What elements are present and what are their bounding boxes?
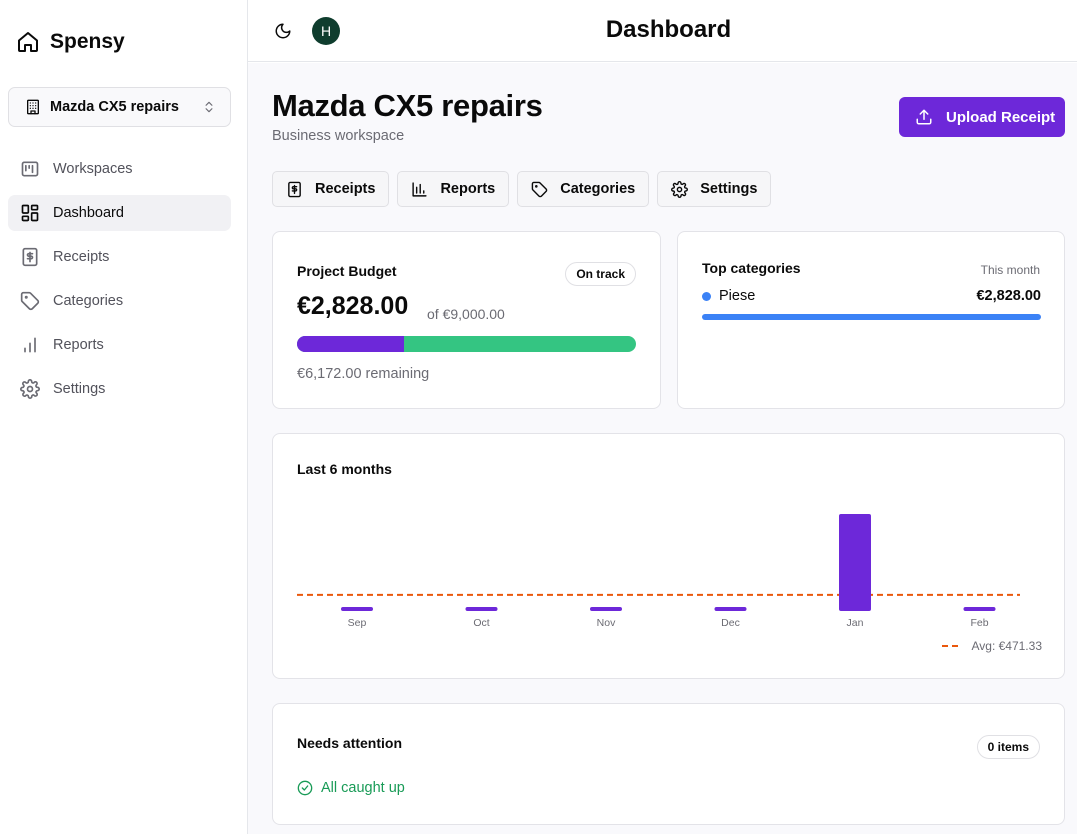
top-categories-title: Top categories xyxy=(702,260,801,276)
check-circle-icon xyxy=(297,780,313,796)
tab-label: Categories xyxy=(560,181,636,197)
budget-progress-fill xyxy=(297,336,404,352)
gear-icon xyxy=(20,379,40,399)
sidebar-item-settings[interactable]: Settings xyxy=(8,371,231,407)
attention-card: Needs attention 0 items All caught up xyxy=(272,703,1065,825)
top-bar: H Dashboard xyxy=(248,0,1077,62)
receipt-icon xyxy=(22,247,38,267)
building-icon xyxy=(27,99,39,115)
tab-label: Receipts xyxy=(315,181,376,197)
main-content: Mazda CX5 repairs Business workspace Upl… xyxy=(248,63,1077,834)
sidebar-item-dashboard[interactable]: Dashboard xyxy=(8,195,231,231)
x-tick-label: Dec xyxy=(721,617,740,629)
bar-chart: Sep Oct Nov Dec Jan Feb Avg: €471.33 xyxy=(297,514,1042,653)
upload-receipt-button[interactable]: Upload Receipt xyxy=(899,97,1065,137)
sidebar-item-label: Settings xyxy=(53,381,106,397)
tab-label: Reports xyxy=(440,181,496,197)
chevrons-up-down-icon xyxy=(205,101,213,113)
sidebar-item-label: Categories xyxy=(53,293,124,309)
all-caught-up-text: All caught up xyxy=(321,780,405,796)
bar-sep[interactable] xyxy=(341,607,373,611)
x-tick-label: Feb xyxy=(970,617,988,629)
attention-count-badge: 0 items xyxy=(976,735,1040,759)
budget-remaining: €6,172.00 remaining xyxy=(297,366,430,382)
category-bar xyxy=(702,314,1041,320)
bar-jan[interactable] xyxy=(839,514,871,611)
sidebar-nav: Workspaces Dashboard Receipts Categories… xyxy=(8,151,231,415)
x-tick-label: Sep xyxy=(348,617,367,629)
tab-reports[interactable]: Reports xyxy=(397,171,510,207)
period-label: This month xyxy=(980,263,1040,277)
avatar[interactable]: H xyxy=(312,17,340,45)
sidebar-item-reports[interactable]: Reports xyxy=(8,327,231,363)
quick-tabs: Receipts Reports Categories Settings xyxy=(272,171,772,207)
sidebar: Spensy Mazda CX5 repairs Workspaces Dash… xyxy=(0,0,248,834)
budget-total: of €9,000.00 xyxy=(427,306,505,322)
dashboard-icon xyxy=(21,204,39,222)
x-tick-label: Oct xyxy=(473,617,489,629)
tab-label: Settings xyxy=(700,181,758,197)
page-subtitle: Business workspace xyxy=(272,128,405,144)
bar-oct[interactable] xyxy=(465,607,498,611)
app-name: Spensy xyxy=(50,30,125,53)
budget-card-title: Project Budget xyxy=(297,263,397,279)
sidebar-item-label: Reports xyxy=(53,337,104,353)
sidebar-item-label: Dashboard xyxy=(53,205,124,221)
x-tick-label: Nov xyxy=(597,617,616,629)
bar-chart-icon xyxy=(412,181,428,197)
tag-icon xyxy=(531,181,548,197)
bar-feb[interactable] xyxy=(963,607,996,611)
home-icon xyxy=(18,32,38,52)
attention-title: Needs attention xyxy=(297,735,403,751)
tab-settings[interactable]: Settings xyxy=(657,171,772,207)
tab-receipts[interactable]: Receipts xyxy=(272,171,390,207)
budget-progress-bar xyxy=(297,336,636,352)
header-title: Dashboard xyxy=(605,16,732,43)
brand[interactable]: Spensy xyxy=(16,30,125,54)
sidebar-item-workspaces[interactable]: Workspaces xyxy=(8,151,231,187)
category-color-dot xyxy=(702,291,711,301)
sidebar-item-label: Receipts xyxy=(53,249,110,265)
chart-card: Last 6 months Sep Oct Nov Dec Jan Feb Avg: €47… xyxy=(272,433,1065,679)
status-badge: On track xyxy=(565,262,636,286)
category-row[interactable]: Piese €2,828.00 xyxy=(702,288,1041,304)
workspace-select[interactable]: Mazda CX5 repairs xyxy=(8,87,231,127)
chart-title: Last 6 months xyxy=(297,461,392,477)
bar-dec[interactable] xyxy=(714,607,747,611)
page-title: Mazda CX5 repairs xyxy=(272,88,543,123)
tag-icon xyxy=(20,291,40,311)
all-caught-up: All caught up xyxy=(297,780,405,796)
tab-categories[interactable]: Categories xyxy=(517,171,650,207)
bar-nov[interactable] xyxy=(590,607,622,611)
budget-spent: €2,828.00 xyxy=(297,292,409,320)
gear-icon xyxy=(671,180,689,198)
sidebar-item-label: Workspaces xyxy=(53,161,133,177)
upload-icon xyxy=(916,109,932,125)
sidebar-item-categories[interactable]: Categories xyxy=(8,283,231,319)
moon-icon xyxy=(275,23,291,39)
receipt-icon xyxy=(288,181,301,197)
workspace-select-label: Mazda CX5 repairs xyxy=(50,99,179,115)
category-name: Piese xyxy=(719,288,756,304)
upload-receipt-label: Upload Receipt xyxy=(946,108,1056,126)
legend-average-label: Avg: €471.33 xyxy=(971,639,1042,653)
x-tick-label: Jan xyxy=(847,617,864,629)
top-categories-card: Top categories This month Piese €2,828.0… xyxy=(677,231,1065,409)
bar-chart-icon xyxy=(24,337,36,353)
workspaces-icon xyxy=(21,161,39,177)
sidebar-item-receipts[interactable]: Receipts xyxy=(8,239,231,275)
category-value: €2,828.00 xyxy=(976,288,1041,304)
budget-card: Project Budget On track €2,828.00 of €9,… xyxy=(272,231,661,409)
theme-toggle-button[interactable] xyxy=(274,22,292,45)
